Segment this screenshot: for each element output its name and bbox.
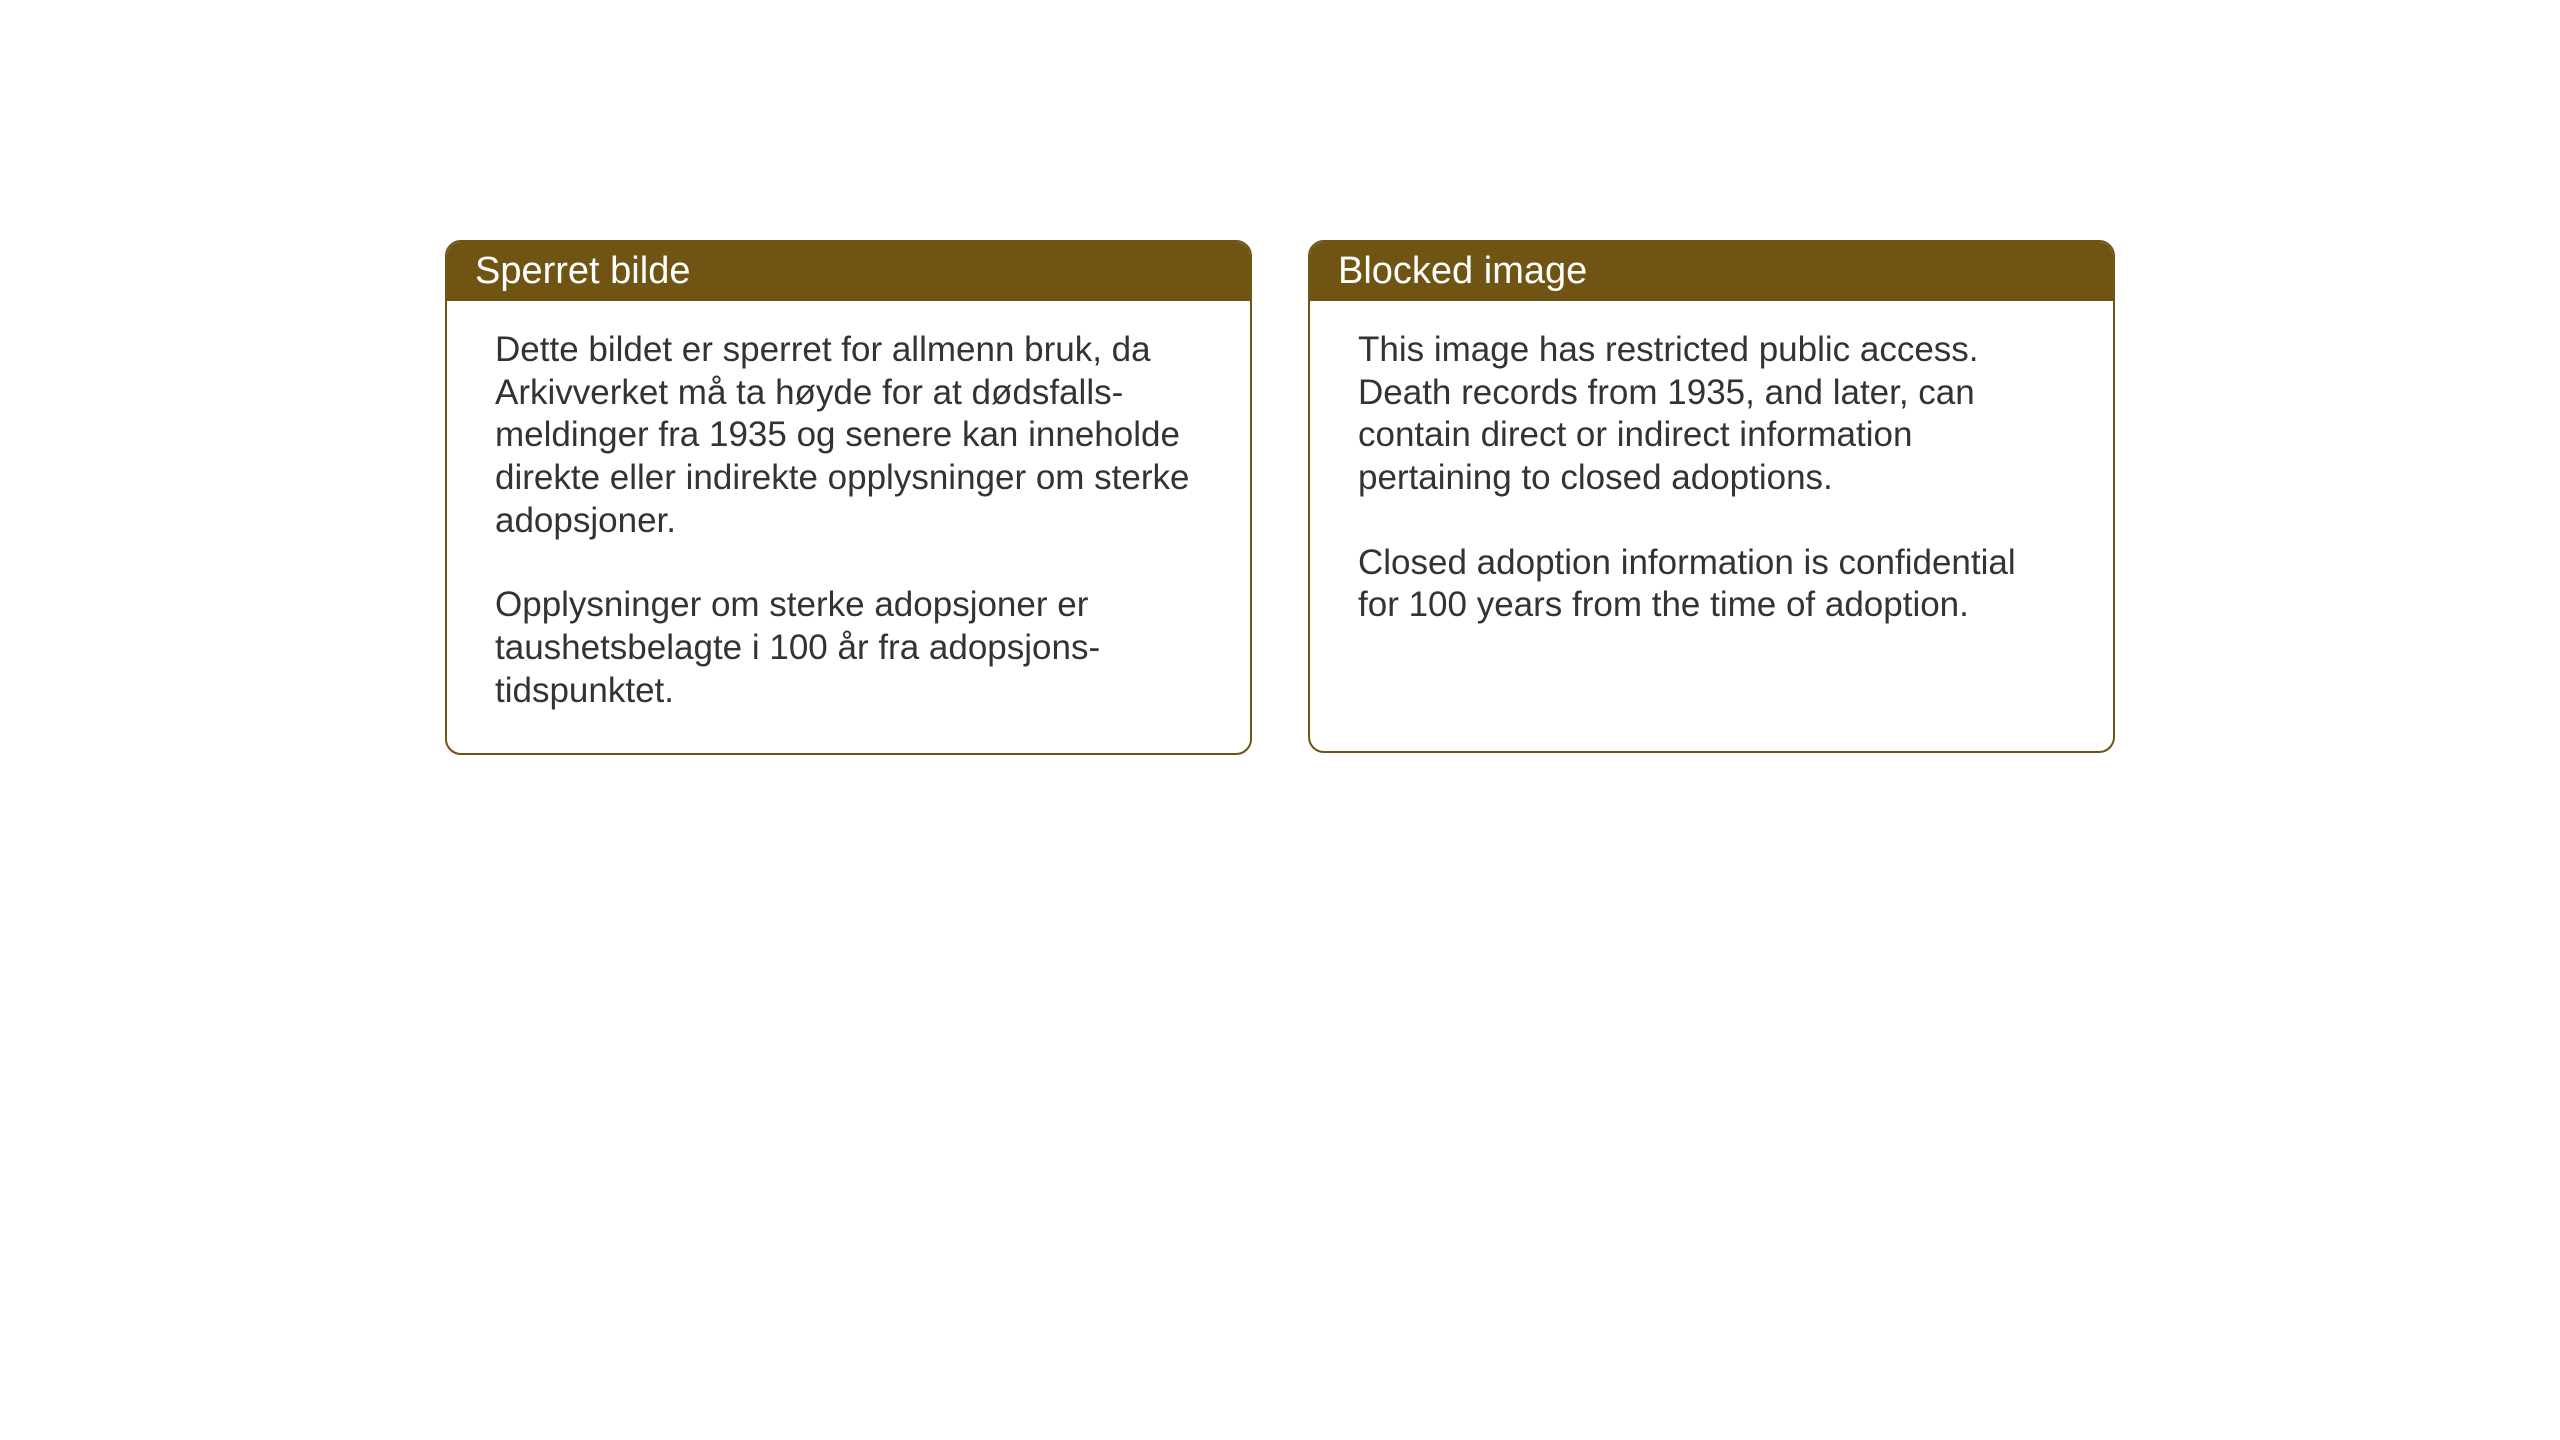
- norwegian-notice-card: Sperret bilde Dette bildet er sperret fo…: [445, 240, 1252, 755]
- english-paragraph-2: Closed adoption information is confident…: [1358, 542, 2065, 627]
- notice-cards-container: Sperret bilde Dette bildet er sperret fo…: [445, 240, 2115, 755]
- english-card-body: This image has restricted public access.…: [1310, 301, 2113, 667]
- norwegian-card-title: Sperret bilde: [447, 242, 1250, 301]
- english-card-title: Blocked image: [1310, 242, 2113, 301]
- norwegian-card-body: Dette bildet er sperret for allmenn bruk…: [447, 301, 1250, 753]
- english-paragraph-1: This image has restricted public access.…: [1358, 329, 2065, 500]
- norwegian-paragraph-1: Dette bildet er sperret for allmenn bruk…: [495, 329, 1202, 542]
- english-notice-card: Blocked image This image has restricted …: [1308, 240, 2115, 753]
- norwegian-paragraph-2: Opplysninger om sterke adopsjoner er tau…: [495, 584, 1202, 712]
